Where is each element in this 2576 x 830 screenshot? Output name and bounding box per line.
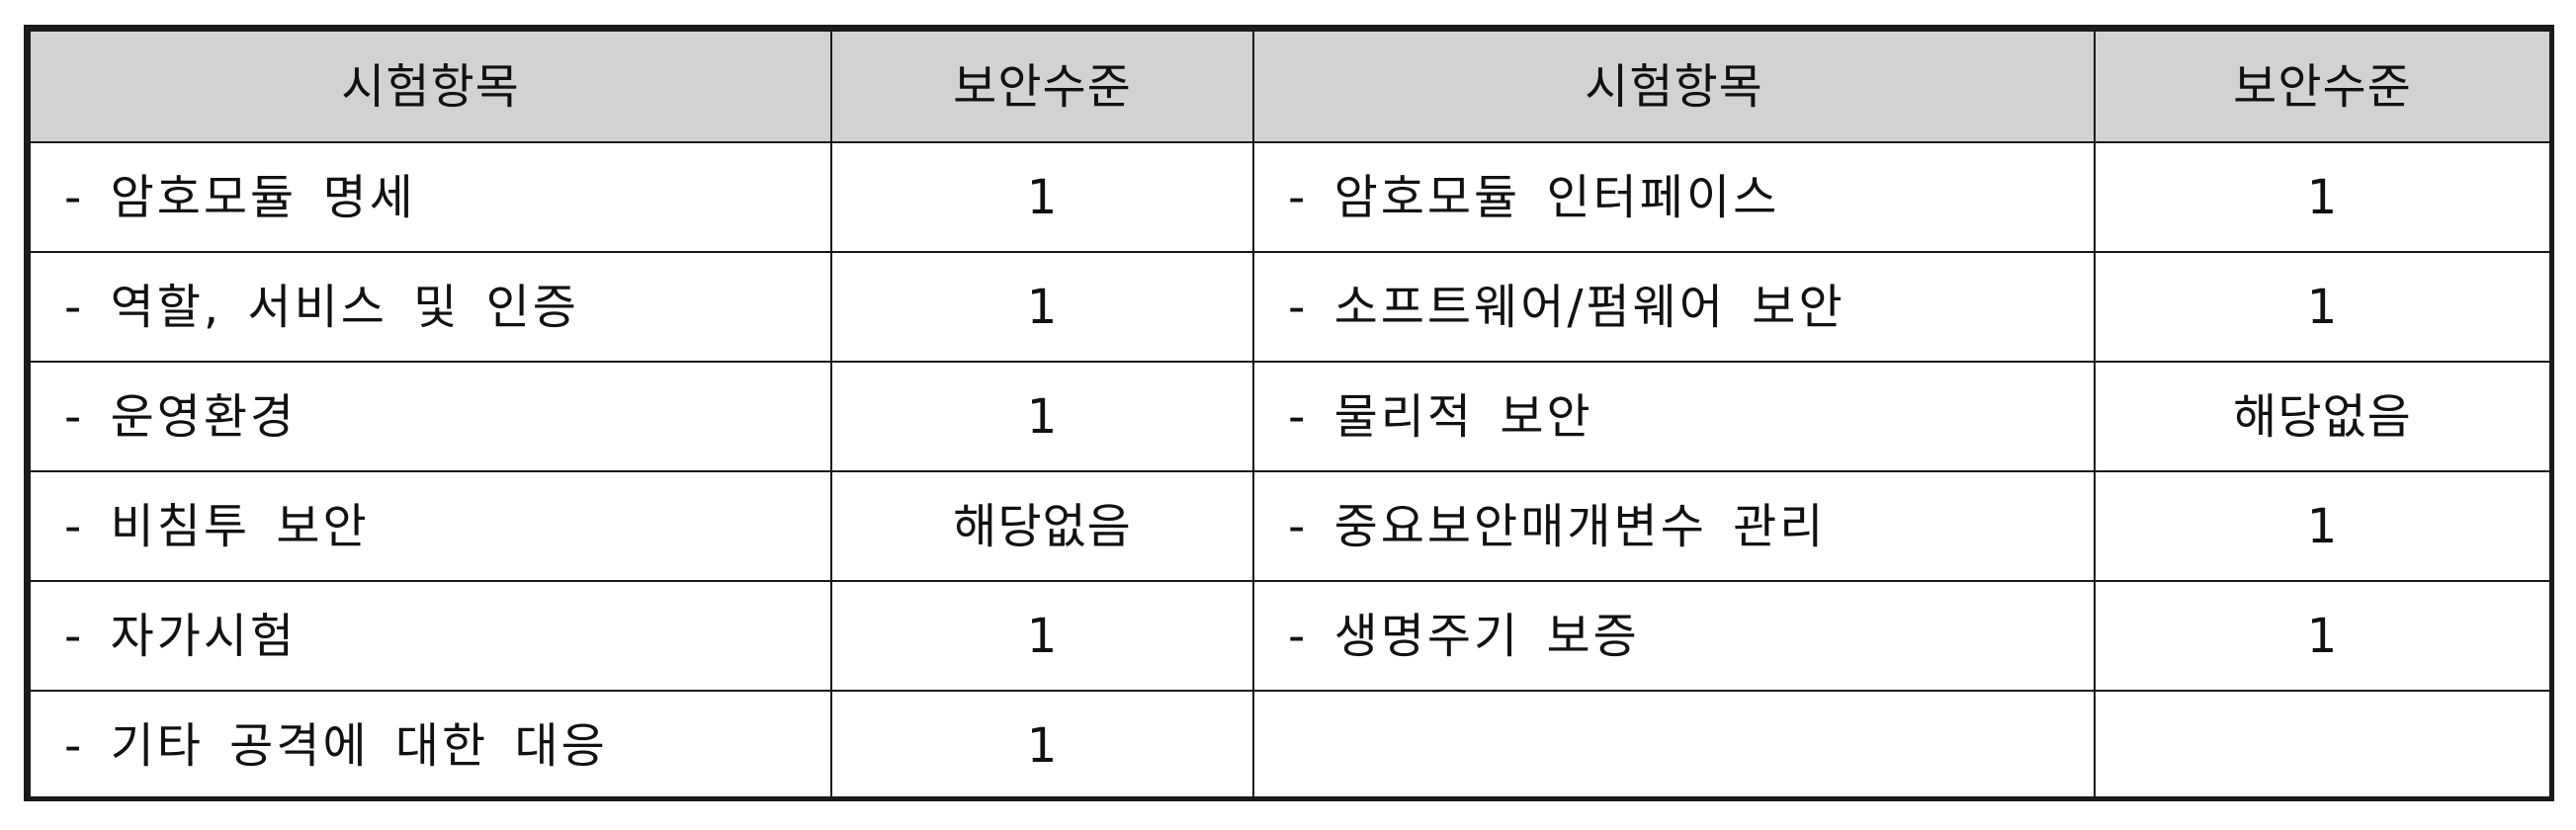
security-level-cell: 1 bbox=[2094, 580, 2551, 692]
test-item-cell: - 암호모듈 명세 bbox=[29, 141, 832, 253]
test-item-cell: - 역할, 서비스 및 인증 bbox=[29, 251, 832, 363]
security-level-cell: 1 bbox=[830, 690, 1254, 801]
test-item-cell: - 비침투 보안 bbox=[29, 470, 832, 582]
test-item-cell: - 자가시험 bbox=[29, 580, 832, 692]
table-row: - 역할, 서비스 및 인증 1 - 소프트웨어/펌웨어 보안 1 bbox=[29, 251, 2551, 363]
header-security-level-left: 보안수준 bbox=[830, 30, 1254, 143]
header-test-item-right: 시험항목 bbox=[1252, 30, 2096, 143]
test-items-table-frame: 시험항목 보안수준 시험항목 보안수준 - 암호모듈 명세 1 - 암호모듈 인… bbox=[24, 25, 2554, 801]
table-row: - 자가시험 1 - 생명주기 보증 1 bbox=[29, 580, 2551, 692]
header-security-level-right: 보안수준 bbox=[2094, 30, 2551, 143]
security-level-cell: 1 bbox=[830, 361, 1254, 472]
table-row: - 운영환경 1 - 물리적 보안 해당없음 bbox=[29, 361, 2551, 472]
empty-cell bbox=[1252, 690, 2096, 801]
security-level-cell: 1 bbox=[2094, 470, 2551, 582]
empty-cell bbox=[2094, 690, 2551, 801]
test-item-cell: - 기타 공격에 대한 대응 bbox=[29, 690, 832, 801]
test-item-cell: - 운영환경 bbox=[29, 361, 832, 472]
table-row: - 암호모듈 명세 1 - 암호모듈 인터페이스 1 bbox=[29, 141, 2551, 253]
header-test-item-left: 시험항목 bbox=[29, 30, 832, 143]
security-level-cell: 1 bbox=[830, 580, 1254, 692]
security-level-cell: 해당없음 bbox=[830, 470, 1254, 582]
security-level-cell: 1 bbox=[2094, 141, 2551, 253]
test-item-cell: - 암호모듈 인터페이스 bbox=[1252, 141, 2096, 253]
test-item-cell: - 생명주기 보증 bbox=[1252, 580, 2096, 692]
security-level-cell: 해당없음 bbox=[2094, 361, 2551, 472]
table-row: - 기타 공격에 대한 대응 1 bbox=[29, 690, 2551, 801]
table-header-row: 시험항목 보안수준 시험항목 보안수준 bbox=[29, 30, 2551, 143]
security-level-cell: 1 bbox=[830, 141, 1254, 253]
test-item-cell: - 물리적 보안 bbox=[1252, 361, 2096, 472]
test-item-cell: - 중요보안매개변수 관리 bbox=[1252, 470, 2096, 582]
security-level-cell: 1 bbox=[830, 251, 1254, 363]
security-level-cell: 1 bbox=[2094, 251, 2551, 363]
test-item-cell: - 소프트웨어/펌웨어 보안 bbox=[1252, 251, 2096, 363]
test-items-table: 시험항목 보안수준 시험항목 보안수준 - 암호모듈 명세 1 - 암호모듈 인… bbox=[29, 30, 2551, 801]
table-row: - 비침투 보안 해당없음 - 중요보안매개변수 관리 1 bbox=[29, 470, 2551, 582]
